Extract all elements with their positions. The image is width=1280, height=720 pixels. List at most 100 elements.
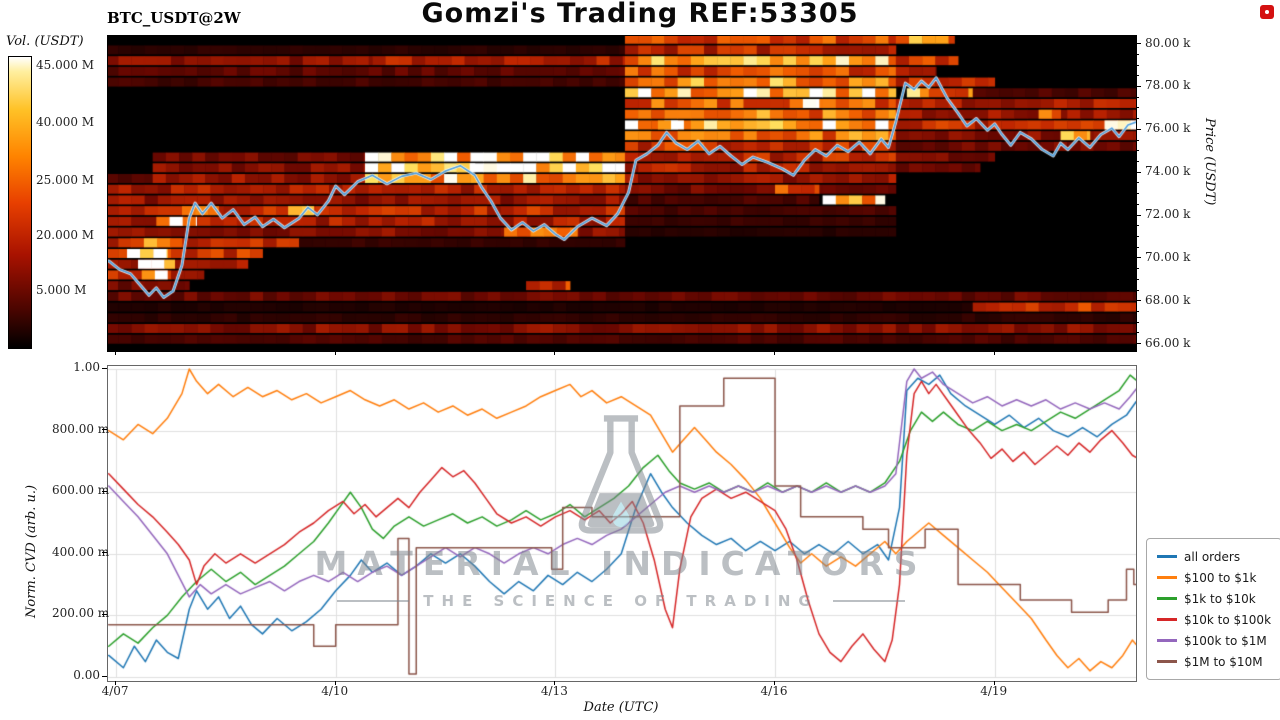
- price-tick-label: 74.00 k: [1145, 164, 1191, 179]
- date-tick-label: 4/13: [540, 684, 568, 698]
- legend-item: $1k to $10k: [1157, 588, 1271, 609]
- price-minor-tick-mark: [1136, 150, 1139, 152]
- legend-item: $100k to $1M: [1157, 630, 1271, 651]
- price-minor-tick-mark: [1136, 246, 1139, 248]
- corner-logo-icon: [1260, 5, 1274, 19]
- colorbar-tick-label: 20.000 M: [36, 227, 95, 242]
- corner-logo-dot-icon: [1265, 10, 1269, 14]
- date-tick-label: 4/16: [760, 684, 788, 698]
- legend-swatch: [1157, 660, 1177, 663]
- legend-label: $10k to $100k: [1184, 612, 1272, 627]
- price-minor-tick-mark: [1136, 139, 1139, 141]
- heatmap-date-tick-mark: [554, 351, 556, 355]
- cvd-tick-mark: [102, 429, 107, 431]
- price-minor-tick-mark: [1136, 107, 1139, 109]
- legend-label: $100k to $1M: [1184, 633, 1267, 648]
- price-tick-mark: [1136, 171, 1141, 173]
- price-tick-label: 72.00 k: [1145, 207, 1191, 221]
- price-tick-label: 78.00 k: [1145, 78, 1191, 93]
- cvd-tick-mark: [102, 552, 107, 554]
- price-minor-tick-mark: [1136, 75, 1139, 77]
- page-title: Gomzi's Trading REF:53305: [421, 0, 859, 29]
- volume-colorbar: [8, 56, 32, 349]
- price-tick-label: 66.00 k: [1145, 335, 1191, 350]
- legend-item: $10k to $100k: [1157, 609, 1271, 630]
- price-axis-title: Price (USDT): [1202, 118, 1217, 206]
- date-tick-mark: [554, 681, 556, 685]
- legend-label: $1k to $10k: [1184, 591, 1256, 606]
- colorbar-tick-label: 40.000 M: [36, 115, 95, 130]
- liquidity-heatmap-canvas: [107, 35, 1137, 352]
- cvd-tick-mark: [102, 613, 107, 615]
- price-minor-tick-mark: [1136, 160, 1139, 162]
- price-tick-label: 68.00 k: [1145, 292, 1191, 307]
- price-tick-mark: [1136, 343, 1141, 345]
- price-minor-tick-mark: [1136, 182, 1139, 184]
- cvd-chart-canvas: [107, 365, 1137, 682]
- legend-swatch: [1157, 639, 1177, 642]
- heatmap-date-tick-mark: [774, 351, 776, 355]
- price-tick-mark: [1136, 214, 1141, 216]
- date-tick-mark: [993, 681, 995, 685]
- date-axis-title: Date (UTC): [583, 700, 659, 715]
- price-minor-tick-mark: [1136, 332, 1139, 334]
- price-tick-mark: [1136, 300, 1141, 302]
- cvd-tick-label: 1.00: [73, 360, 100, 374]
- price-tick-mark: [1136, 257, 1141, 259]
- date-tick-mark: [774, 681, 776, 685]
- price-minor-tick-mark: [1136, 225, 1139, 227]
- legend-swatch: [1157, 576, 1177, 579]
- legend-swatch: [1157, 618, 1177, 621]
- legend-label: $1M to $10M: [1184, 654, 1263, 669]
- legend-swatch: [1157, 555, 1177, 558]
- colorbar-tick-label: 5.000 M: [36, 282, 87, 297]
- colorbar-tick-label: 45.000 M: [36, 58, 95, 73]
- symbol-label: BTC_USDT@2W: [107, 9, 241, 27]
- cvd-tick-label: 0.00: [73, 668, 100, 682]
- legend-label: all orders: [1184, 549, 1241, 564]
- price-minor-tick-mark: [1136, 278, 1139, 280]
- price-tick-label: 76.00 k: [1145, 121, 1191, 136]
- cvd-axis-title: Norm. CVD (arb. u.): [24, 484, 39, 618]
- legend-item: $100 to $1k: [1157, 567, 1271, 588]
- cvd-tick-label: 800.00 m: [52, 421, 110, 436]
- cvd-tick-label: 400.00 m: [52, 544, 110, 559]
- legend: all orders $100 to $1k $1k to $10k $10k to …: [1146, 538, 1280, 680]
- price-minor-tick-mark: [1136, 193, 1139, 195]
- legend-item: $1M to $10M: [1157, 651, 1271, 672]
- date-tick-mark: [334, 681, 336, 685]
- price-minor-tick-mark: [1136, 96, 1139, 98]
- cvd-tick-label: 600.00 m: [52, 483, 110, 498]
- legend-item: all orders: [1157, 546, 1271, 567]
- price-tick-label: 70.00 k: [1145, 249, 1191, 264]
- price-minor-tick-mark: [1136, 289, 1139, 291]
- price-minor-tick-mark: [1136, 64, 1139, 66]
- legend-label: $100 to $1k: [1184, 570, 1257, 585]
- legend-swatch: [1157, 597, 1177, 600]
- cvd-tick-label: 200.00 m: [52, 606, 110, 621]
- price-minor-tick-mark: [1136, 321, 1139, 323]
- cvd-tick-mark: [102, 367, 107, 369]
- price-minor-tick-mark: [1136, 118, 1139, 120]
- price-minor-tick-mark: [1136, 203, 1139, 205]
- price-tick-label: 80.00 k: [1145, 35, 1191, 50]
- heatmap-date-tick-mark: [115, 351, 117, 355]
- heatmap-date-tick-mark: [993, 351, 995, 355]
- cvd-tick-mark: [102, 490, 107, 492]
- price-tick-mark: [1136, 85, 1141, 87]
- price-minor-tick-mark: [1136, 235, 1139, 237]
- heatmap-date-tick-mark: [334, 351, 336, 355]
- cvd-tick-mark: [102, 675, 107, 677]
- colorbar-title: Vol. (USDT): [6, 34, 84, 49]
- price-minor-tick-mark: [1136, 268, 1139, 270]
- colorbar-tick-label: 25.000 M: [36, 172, 95, 187]
- price-tick-mark: [1136, 128, 1141, 130]
- date-tick-label: 4/07: [101, 684, 129, 698]
- price-minor-tick-mark: [1136, 53, 1139, 55]
- price-tick-mark: [1136, 43, 1141, 45]
- date-tick-label: 4/19: [980, 684, 1008, 698]
- date-tick-label: 4/10: [321, 684, 349, 698]
- price-minor-tick-mark: [1136, 310, 1139, 312]
- date-tick-mark: [115, 681, 117, 685]
